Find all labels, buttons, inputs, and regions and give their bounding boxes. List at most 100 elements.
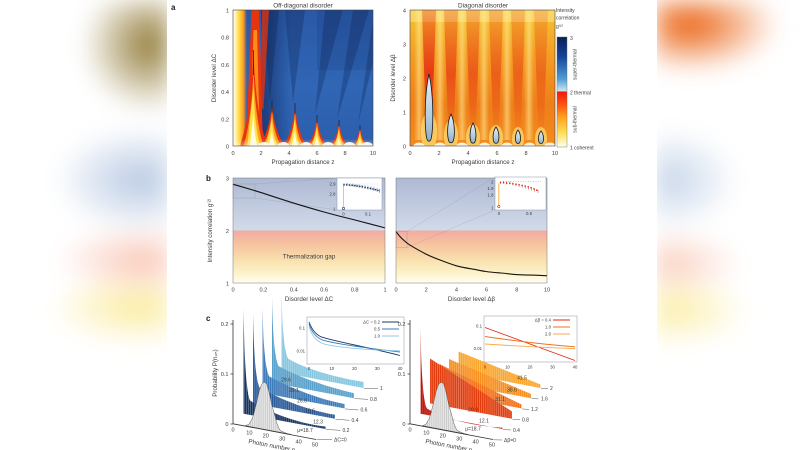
svg-text:10: 10: [329, 366, 334, 371]
waterfall-dB: 0.2 0.1 0 0 10 20 30: [398, 315, 578, 450]
svg-text:6: 6: [495, 151, 498, 157]
svg-text:10: 10: [544, 288, 550, 294]
svg-text:0.4: 0.4: [513, 428, 520, 434]
waterfall-dC-depth-labels: ΔC=0 0.2 0.4 0.6 0.8 1: [334, 386, 383, 444]
svg-text:1.6: 1.6: [541, 397, 548, 403]
svg-text:50: 50: [312, 443, 318, 449]
panel-b-ylabel: Intensity correlation g⁽²⁾: [207, 198, 214, 262]
heatmap-offdiagonal-title: Off-diagonal disorder: [273, 3, 333, 10]
svg-text:0.4: 0.4: [352, 418, 359, 424]
inset-pn-dB-line-10: [484, 336, 576, 348]
svg-text:0.1: 0.1: [299, 326, 306, 331]
svg-text:30: 30: [550, 365, 555, 370]
svg-text:3: 3: [226, 177, 229, 183]
svg-text:0: 0: [498, 211, 501, 216]
heatmap-offdiagonal-ylabel: Disorder level ΔC: [211, 53, 218, 102]
svg-text:31.1: 31.1: [495, 397, 505, 403]
svg-text:4: 4: [287, 151, 290, 157]
svg-text:40: 40: [573, 365, 578, 370]
svg-text:0.1: 0.1: [365, 212, 372, 217]
svg-text:0: 0: [408, 151, 411, 157]
heatmap-diagonal-xticks: 0 2 4 6 8 10: [408, 151, 558, 157]
inset-pn-dC-legend: ΔC = 0.2 0.5 1.0: [363, 320, 399, 339]
svg-text:0.6: 0.6: [320, 288, 328, 294]
inset-dB-xticks: 0 0.5: [498, 211, 533, 216]
svg-text:10: 10: [423, 431, 429, 437]
scientific-figure: a: [167, 0, 657, 450]
inset-pn-dB-xticks: 0 10 20 30 40: [484, 365, 578, 370]
svg-text:0: 0: [231, 428, 234, 434]
svg-text:0.2: 0.2: [398, 322, 406, 328]
svg-text:0: 0: [342, 212, 345, 217]
waterfall-dB-mean-labels: μ=18.7 12.1 20.9 31.1 38.6 41.5: [465, 376, 527, 433]
colorbar-tick-2-thermal: 2 thermal: [570, 91, 591, 97]
inset-pn-dB: 0.1 0.01 0 10 20 30 40 Δβ = 0.4 1.0: [474, 315, 578, 370]
svg-text:8: 8: [343, 151, 346, 157]
svg-text:1: 1: [383, 288, 386, 294]
waterfall-dB-depth-ticks: [493, 388, 549, 441]
inset-dC-datapoints: [343, 183, 381, 192]
colorbar-sub-thermal-label: sub-thermal: [573, 106, 579, 132]
svg-text:1: 1: [380, 386, 383, 392]
svg-text:1: 1: [226, 9, 229, 15]
svg-text:8: 8: [515, 288, 518, 294]
svg-text:4: 4: [455, 288, 458, 294]
inset-dC-yticks: 2.9 2.8 1: [330, 181, 337, 211]
waterfall-dB-yaxis: [407, 320, 411, 425]
svg-text:0.2: 0.2: [260, 288, 268, 294]
inset-dC-xticks: 0 0.1: [342, 212, 371, 217]
waterfall-dC-xticks: 0 10 20 30 40 50: [231, 428, 318, 449]
svg-text:0: 0: [226, 145, 229, 151]
svg-text:0.2: 0.2: [221, 322, 229, 328]
gap-plot-dC: Thermalization gap 2.9 2.8 1 0 0: [231, 177, 387, 303]
svg-text:2: 2: [491, 180, 494, 185]
inset-dB-coherent-point: [497, 205, 501, 209]
heatmap-offdiagonal-yticks: 1 0.8 0.6 0.4 0.2 0: [221, 9, 229, 151]
svg-text:12.3: 12.3: [313, 420, 323, 426]
svg-text:20: 20: [528, 365, 533, 370]
panel-a: a: [171, 3, 594, 167]
blurred-backdrop-right: [655, 0, 800, 450]
svg-text:μ=18.7: μ=18.7: [297, 428, 313, 434]
heatmap-offdiagonal-xlabel: Propagation distance z: [272, 159, 335, 166]
svg-text:0.8: 0.8: [522, 418, 529, 424]
blurred-backdrop-left: [0, 0, 170, 450]
svg-text:Δβ=0: Δβ=0: [504, 438, 516, 444]
inset-pn-dC-xticks: 0 10 20 30 40: [308, 366, 403, 371]
gap-plot-dC-xticks: 0 0.2 0.4 0.6 0.8 1: [231, 288, 386, 294]
svg-text:3: 3: [403, 43, 406, 49]
svg-text:6: 6: [485, 288, 488, 294]
svg-text:0.8: 0.8: [351, 288, 359, 294]
svg-text:40: 40: [472, 440, 478, 446]
svg-text:8: 8: [524, 151, 527, 157]
gap-plot-dB-xticks: 0 2 4 6 8 10: [394, 288, 550, 294]
svg-text:2.8: 2.8: [330, 191, 337, 196]
svg-text:0: 0: [394, 288, 397, 294]
svg-text:20: 20: [352, 366, 357, 371]
svg-text:20: 20: [440, 434, 446, 440]
panel-a-label: a: [171, 3, 176, 12]
svg-text:2.0: 2.0: [545, 332, 552, 337]
heatmap-diagonal-yticks: 4 3 2 1 0: [403, 9, 406, 151]
svg-text:0.01: 0.01: [297, 349, 306, 354]
waterfall-dB-xaxis: [409, 423, 494, 440]
svg-text:38.6: 38.6: [507, 388, 517, 394]
waterfall-dB-yticks: 0.2 0.1 0: [398, 322, 406, 428]
waterfall-dC: 0.2 0.1 0 Probability P(nₚₕ) 0 10 20 30: [212, 293, 405, 450]
svg-text:10: 10: [552, 151, 558, 157]
inset-pn-dB-yticks: 0.1 0.01: [474, 324, 483, 352]
g2-vs-dC-curve: [232, 183, 386, 229]
inset-pn-dC-curve-02: [308, 321, 401, 356]
thermalization-gap-label: Thermalization gap: [283, 254, 336, 261]
heatmap-diagonal-frame: [409, 9, 556, 147]
colorbar-gradient: [556, 36, 568, 148]
svg-text:0.4: 0.4: [290, 288, 298, 294]
heatmap-diagonal: Diagonal disorder 4 3 2 1 0 Disorder lev…: [390, 3, 558, 167]
svg-text:1.0: 1.0: [545, 325, 552, 330]
zoom-connector-lines: [406, 176, 496, 248]
waterfall-dC-xlabel: Photon number nₚₕ: [248, 438, 301, 450]
svg-text:4: 4: [403, 9, 406, 15]
svg-text:0.8: 0.8: [221, 36, 229, 42]
inset-pn-dB-line-20: [484, 343, 576, 350]
